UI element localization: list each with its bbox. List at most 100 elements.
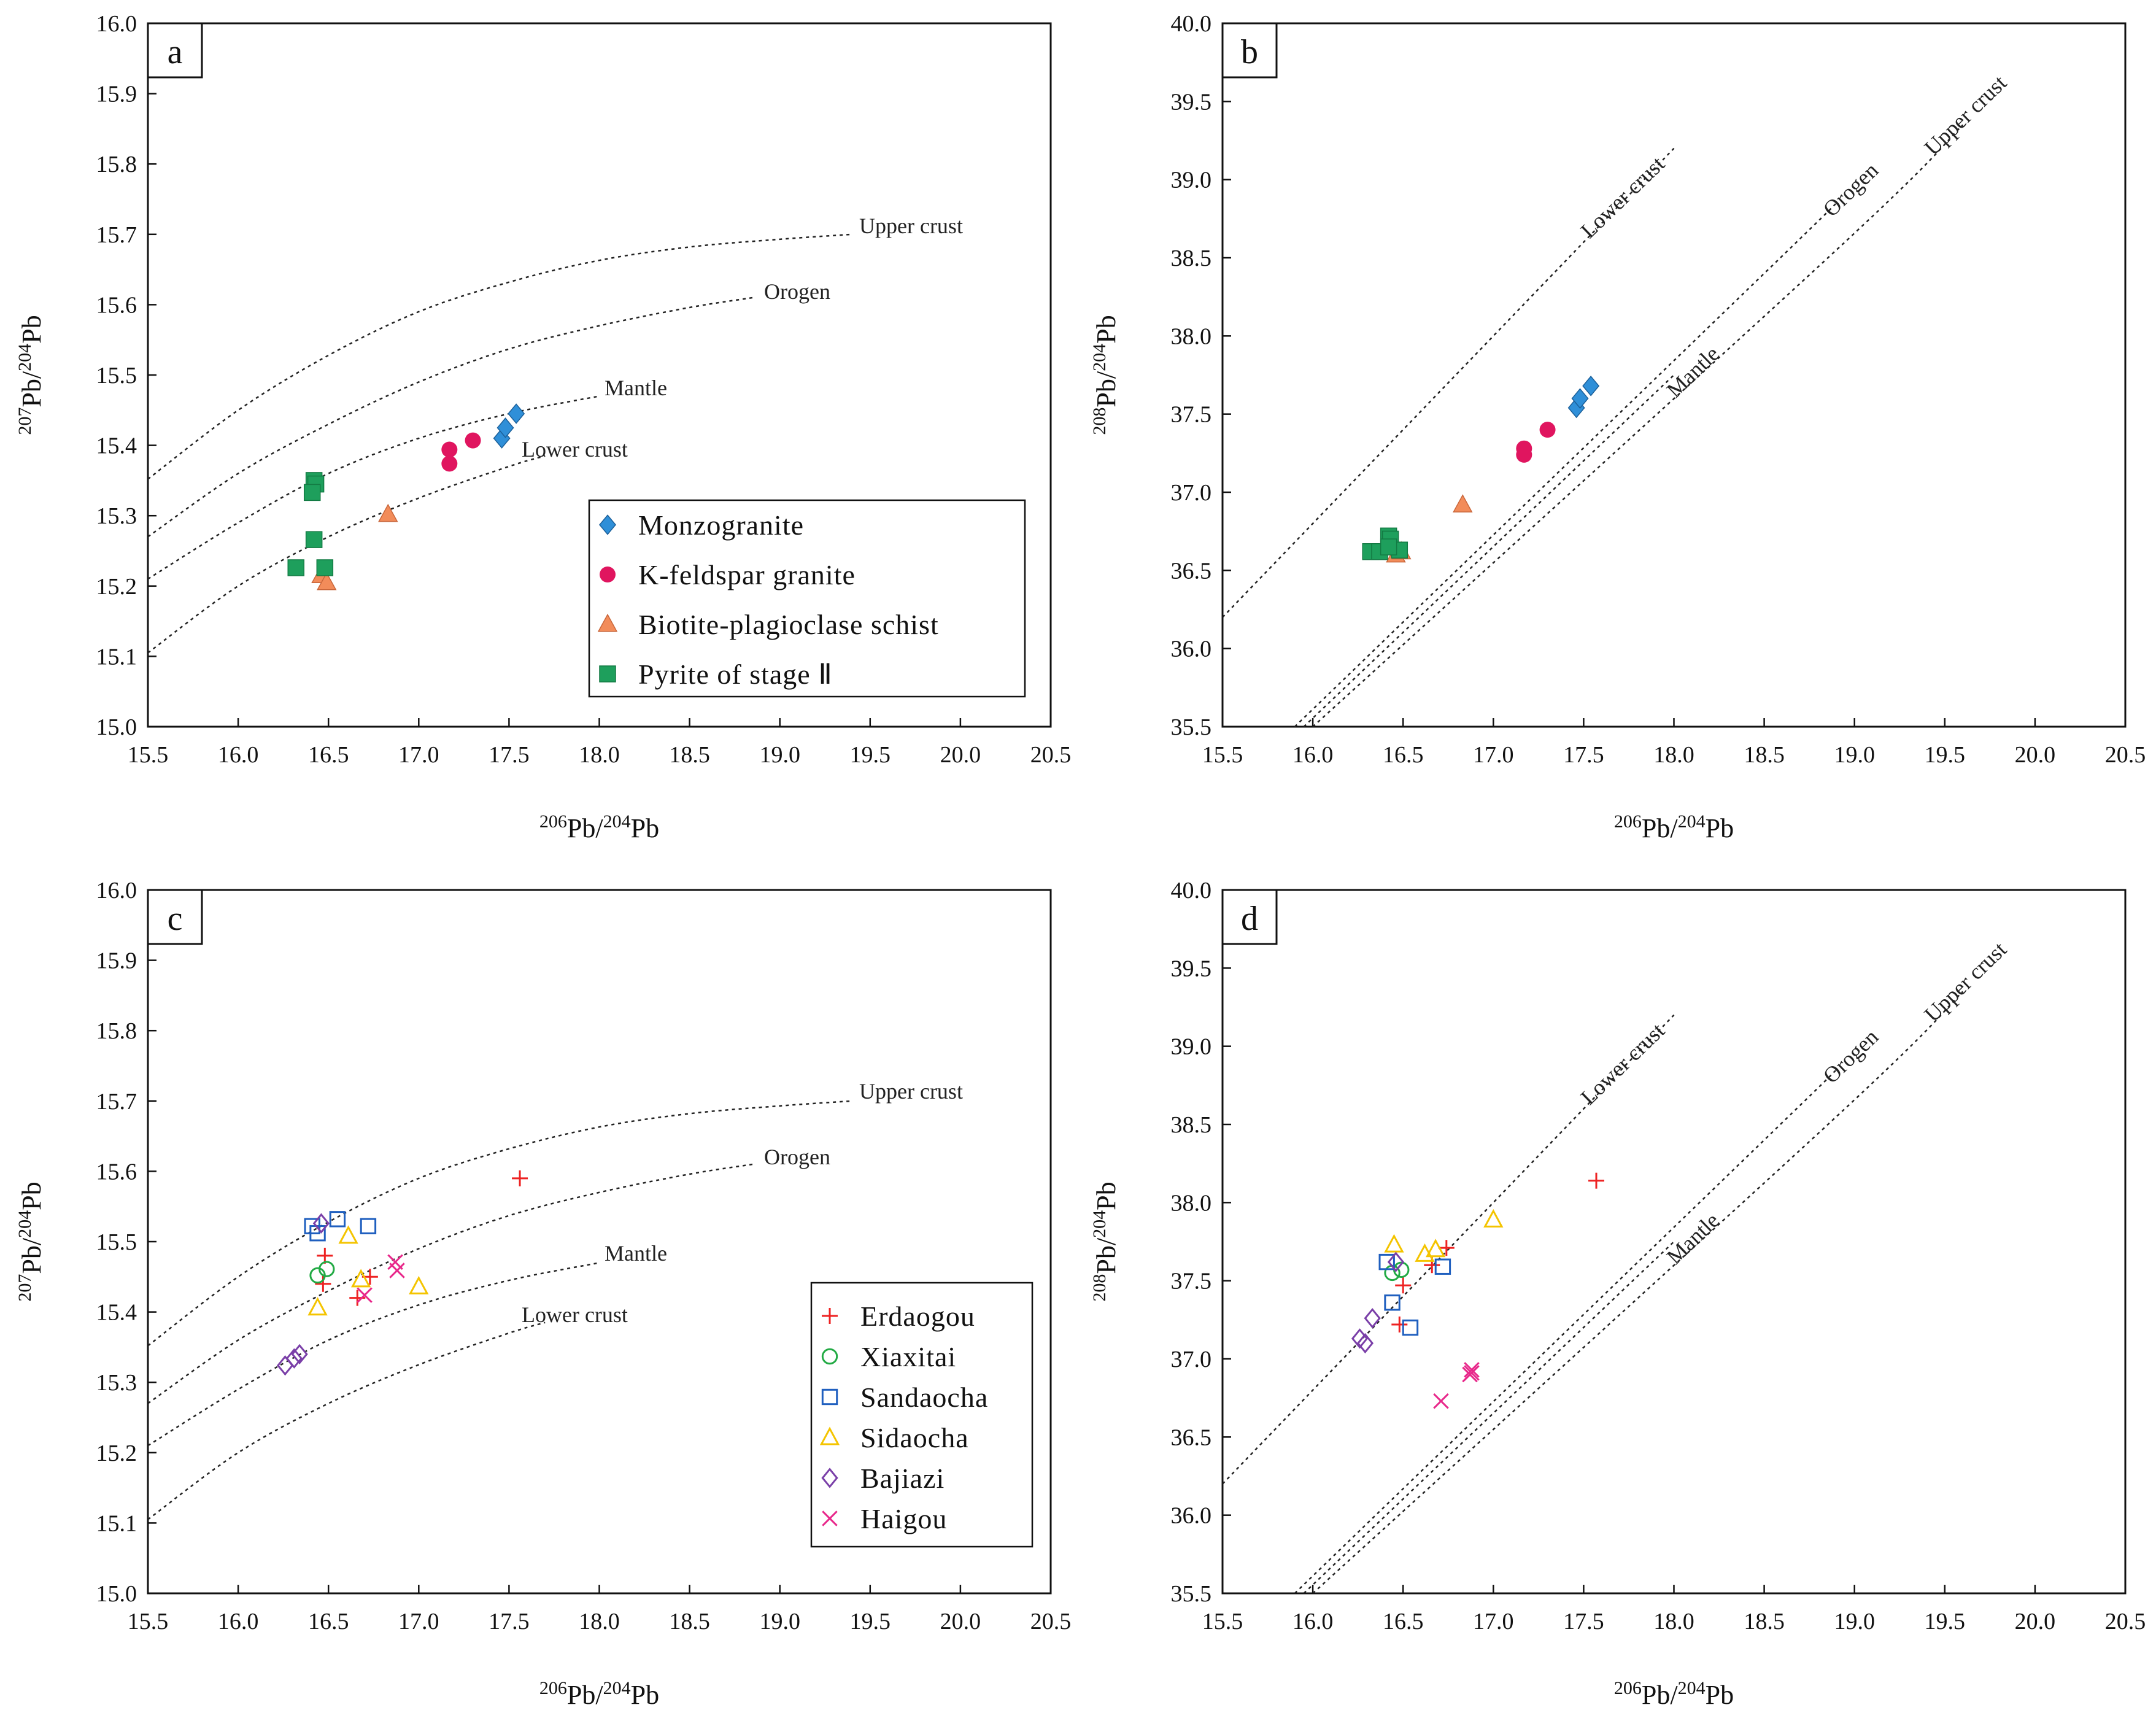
legend-label-sidaocha: Sidaocha (860, 1422, 969, 1453)
x-axis-label: 206Pb/204Pb (539, 1678, 659, 1711)
x-tick-label: 19.0 (759, 742, 800, 768)
legend-label-xiaxitai: Xiaxitai (860, 1341, 956, 1372)
y-tick-label: 15.7 (96, 222, 137, 248)
point-k-feldspar-granite (441, 441, 458, 458)
point-haigou (389, 1263, 405, 1278)
panel-label: c (168, 900, 183, 938)
series-k-feldspar-granite (1516, 422, 1556, 463)
point-erdaogou (317, 1247, 333, 1264)
curve-mantle (1303, 374, 1675, 727)
legend: Monzogranite K-feldspar granite Biotite-pl… (588, 499, 1026, 698)
legend-label-biotite-plagioclase-schist: Biotite-plagioclase schist (638, 609, 939, 640)
y-tick-label: 15.3 (96, 503, 137, 529)
panel-d: 15.5 16.0 16.5 17.0 17.5 18.0 18.5 19.0 19.5 20.0… (1089, 878, 2146, 1710)
y-tick-label: 15.1 (96, 1510, 137, 1536)
y-tick-label: 35.5 (1171, 1581, 1212, 1607)
point-k-feldspar-granite (465, 432, 481, 449)
y-tick-label: 15.2 (96, 1441, 137, 1466)
series-pyrite-of-stage-ii (1362, 527, 1408, 560)
curve-lower-crust (1223, 147, 1675, 618)
y-tick-label: 37.0 (1171, 480, 1212, 506)
point-sidaocha (409, 1275, 429, 1294)
point-pyrite-of-stage-ii (305, 531, 323, 548)
x-tick-label: 20.0 (2015, 742, 2056, 768)
x-axis-label: 206Pb/204Pb (539, 811, 659, 844)
series-monzogranite (1567, 376, 1600, 419)
legend-label-k-feldspar-granite: K-feldspar granite (638, 559, 856, 590)
y-tick-label: 15.1 (96, 644, 137, 670)
point-erdaogou (1438, 1240, 1455, 1256)
y-tick-label: 36.0 (1171, 636, 1212, 662)
y-tick-label: 16.0 (96, 878, 137, 903)
point-sidaocha (338, 1225, 358, 1244)
curve-label-mantle: Mantle (1662, 1208, 1724, 1269)
point-sidaocha (307, 1297, 328, 1316)
x-tick-label: 17.0 (398, 742, 439, 768)
x-tick-label: 15.5 (128, 742, 169, 768)
y-axis-label: 208Pb/204Pb (1089, 1181, 1122, 1301)
point-k-feldspar-granite (441, 455, 458, 472)
y-tick-label: 38.5 (1171, 246, 1212, 271)
y-tick-label: 15.2 (96, 574, 137, 600)
point-bajiazi (285, 1348, 303, 1369)
series-sandaocha (1378, 1253, 1451, 1336)
point-sidaocha (1415, 1243, 1435, 1262)
legend-marker-erdaogou (822, 1308, 838, 1324)
x-tick-label: 19.0 (759, 1609, 800, 1634)
x-tick-label: 16.5 (308, 742, 349, 768)
point-pyrite-of-stage-ii (1380, 538, 1397, 555)
series-biotite-plagioclase-schist (311, 503, 398, 590)
point-erdaogou (1395, 1277, 1412, 1294)
legend-label-pyrite-of-stage-ii: Pyrite of stage Ⅱ (638, 659, 833, 690)
legend-box (810, 1282, 1034, 1548)
curve-label-upper-crust: Upper crust (859, 1079, 963, 1104)
curve-orogen (148, 1163, 753, 1404)
x-tick-label: 20.5 (1030, 742, 1072, 768)
x-tick-label: 17.5 (1563, 742, 1604, 768)
point-k-feldspar-granite (1516, 446, 1532, 463)
point-sandaocha (1402, 1319, 1419, 1336)
legend-marker-biotite-plagioclase-schist (597, 613, 618, 632)
series-haigou (1433, 1362, 1480, 1409)
legend-marker-sidaocha (819, 1426, 840, 1445)
series-sidaocha (1384, 1209, 1504, 1262)
reference-curves (148, 1100, 852, 1520)
y-tick-label: 36.5 (1171, 558, 1212, 584)
series-k-feldspar-granite (441, 432, 481, 472)
x-tick-label: 19.5 (850, 1609, 891, 1634)
legend-label-bajiazi: Bajiazi (860, 1463, 945, 1494)
panel-label: b (1241, 33, 1258, 71)
x-tick-label: 16.0 (218, 742, 259, 768)
curve-label-lower-crust: Lower crust (1576, 152, 1669, 243)
series-sandaocha (304, 1211, 377, 1242)
x-tick-label: 15.5 (1202, 1609, 1243, 1634)
curve-upper-crust (148, 1100, 852, 1347)
point-erdaogou (512, 1170, 528, 1186)
point-monzogranite (1571, 388, 1589, 409)
series-pyrite-of-stage-ii (287, 472, 334, 576)
y-tick-label: 15.6 (96, 292, 137, 318)
x-tick-label: 18.0 (579, 1609, 620, 1634)
curve-label-orogen: Orogen (764, 279, 830, 304)
y-tick-label: 15.8 (96, 1018, 137, 1044)
y-tick-label: 39.5 (1171, 956, 1212, 981)
y-tick-label: 15.0 (96, 714, 137, 740)
point-pyrite-of-stage-ii (316, 559, 334, 576)
curve-orogen (1294, 202, 1837, 727)
legend-label-erdaogou: Erdaogou (860, 1301, 975, 1332)
reference-curves (1223, 991, 1964, 1593)
legend-marker-haigou (822, 1510, 838, 1526)
x-tick-label: 17.0 (1473, 742, 1514, 768)
point-sandaocha (1378, 1253, 1395, 1270)
y-tick-label: 38.5 (1171, 1112, 1212, 1138)
point-bajiazi (1364, 1308, 1381, 1329)
curve-label-upper-crust: Upper crust (1920, 71, 2011, 160)
point-monzogranite (496, 417, 514, 438)
y-tick-label: 15.9 (96, 948, 137, 974)
x-axis-label: 206Pb/204Pb (1614, 811, 1734, 844)
curve-label-orogen: Orogen (1818, 1024, 1883, 1088)
y-tick-label: 15.3 (96, 1370, 137, 1396)
reference-curves (148, 233, 852, 654)
x-tick-label: 17.5 (1563, 1609, 1604, 1634)
